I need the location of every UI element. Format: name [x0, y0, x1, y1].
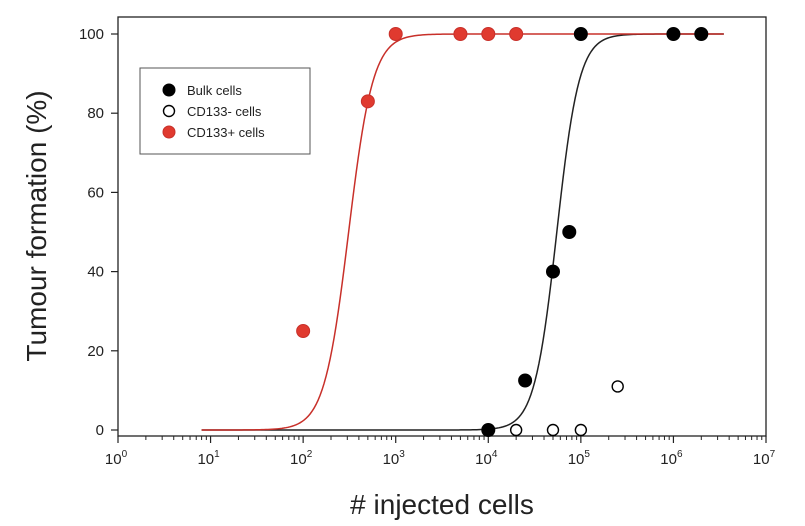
point-cd133-cells — [509, 423, 523, 437]
legend-marker-cd133-negative-cells — [162, 104, 176, 118]
legend: Bulk cells CD133- cells CD133+ cells — [139, 67, 311, 155]
y-tick-label: 20 — [87, 343, 104, 360]
x-axis-title: # injected cells — [350, 489, 534, 520]
y-tick-label: 40 — [87, 264, 104, 281]
point-cd133-cells — [611, 380, 624, 393]
point-cd133-cells — [574, 423, 588, 437]
y-tick-label: 60 — [87, 184, 104, 201]
x-tick-label: 103 — [383, 449, 406, 468]
point-bulk-cells — [481, 423, 496, 437]
x-tick-exponent: 1 — [214, 449, 220, 460]
x-tick-label: 105 — [568, 449, 591, 468]
x-tick-label: 100 — [105, 449, 128, 468]
point-cd133-cells — [388, 27, 403, 41]
legend-marker-bulk-cells — [162, 83, 176, 97]
x-tick-exponent: 0 — [122, 449, 128, 460]
x-tick-label: 104 — [475, 449, 498, 468]
y-tick-label: 100 — [79, 26, 104, 43]
point-cd133-cells — [296, 324, 311, 338]
y-tick-label: 80 — [87, 105, 104, 122]
legend-label-cd133-positive-cells: CD133+ cells — [187, 125, 265, 140]
point-cd133-cells — [453, 27, 468, 41]
point-cd133-cells — [509, 27, 524, 41]
data-points — [296, 27, 709, 437]
x-tick-exponent: 6 — [677, 449, 683, 460]
plot-frame — [117, 16, 767, 437]
x-tick-exponent: 7 — [770, 449, 776, 460]
point-cd133-cells — [360, 94, 375, 109]
point-bulk-cells — [518, 373, 533, 388]
x-tick-label: 101 — [197, 449, 220, 468]
point-bulk-cells — [694, 27, 709, 41]
x-tick-exponent: 5 — [584, 449, 590, 460]
point-cd133-cells — [481, 27, 496, 41]
y-tick-label: 0 — [96, 422, 104, 439]
legend-marker-cd133-positive-cells — [162, 125, 176, 139]
x-tick-exponent: 3 — [399, 449, 405, 460]
point-bulk-cells — [545, 264, 560, 279]
point-bulk-cells — [562, 225, 577, 239]
x-tick-exponent: 2 — [307, 449, 313, 460]
y-axis-title: Tumour formation (%) — [21, 90, 52, 361]
x-tick-label: 107 — [753, 449, 776, 468]
legend-label-cd133-negative-cells: CD133- cells — [187, 104, 262, 119]
point-bulk-cells — [666, 27, 681, 41]
x-tick-label: 102 — [290, 449, 313, 468]
point-cd133-cells — [546, 423, 560, 437]
point-bulk-cells — [573, 27, 588, 41]
legend-label-bulk-cells: Bulk cells — [187, 83, 242, 98]
x-tick-exponent: 4 — [492, 449, 498, 460]
x-tick-label: 106 — [660, 449, 683, 468]
